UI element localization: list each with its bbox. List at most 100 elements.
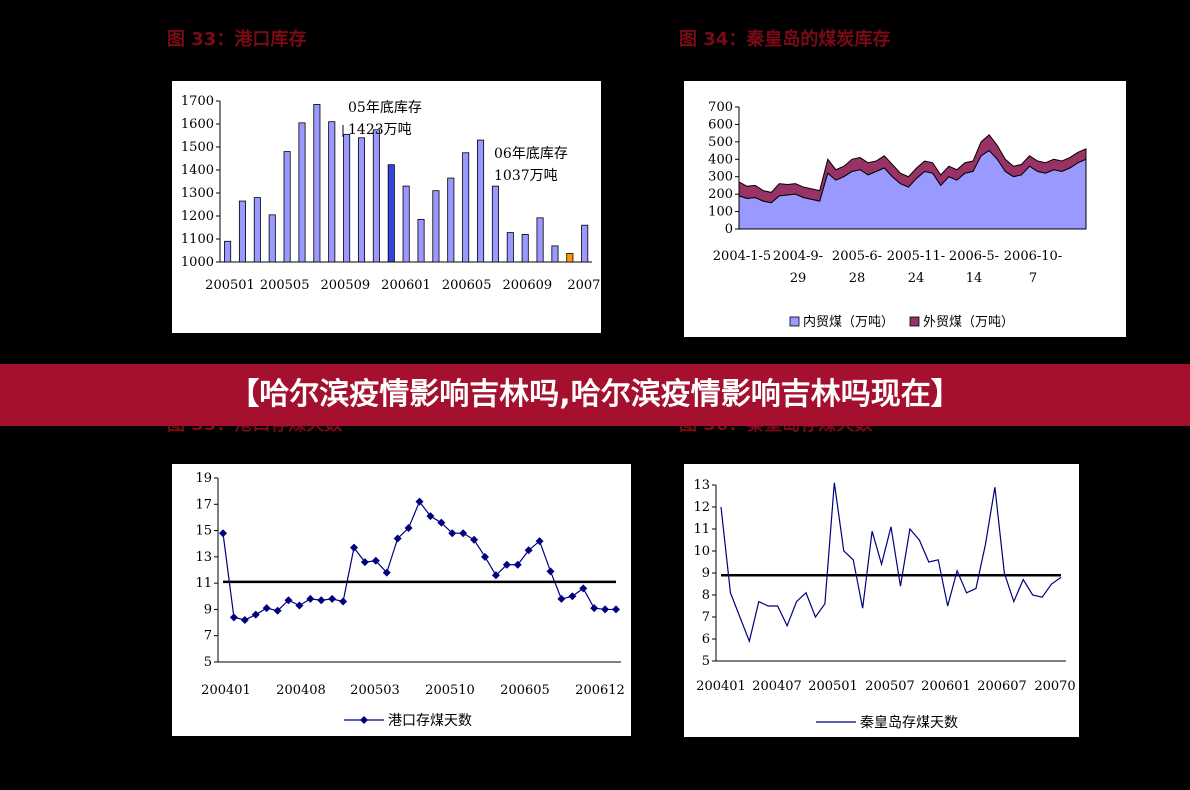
y-tick-label: 1300 xyxy=(181,186,214,201)
x-tick-label: 200609 xyxy=(503,278,553,293)
y-tick-label: 11 xyxy=(195,576,212,591)
y-tick-label: 600 xyxy=(708,117,733,132)
x-tick-label: 200607 xyxy=(977,679,1027,694)
data-point xyxy=(306,594,315,603)
port-inventory-chart: 1700 1600 1500 1400 1300 1200 1100 1000 200501 20… xyxy=(172,81,601,333)
data-point xyxy=(524,546,533,555)
figure-33-title: 图 33：港口库存 xyxy=(167,29,307,50)
y-tick-label: 500 xyxy=(708,135,733,150)
bar xyxy=(387,164,395,263)
y-tick-label: 5 xyxy=(702,654,710,669)
data-point xyxy=(415,497,424,506)
bar xyxy=(506,232,514,263)
y-tick-label: 17 xyxy=(195,497,212,512)
data-point xyxy=(371,556,380,565)
headline-banner: 【哈尔滨疫情影响吉林吗,哈尔滨疫情影响吉林吗现在】 xyxy=(0,364,1190,426)
legend-swatch xyxy=(789,316,800,327)
y-tick-label: 1400 xyxy=(181,163,214,178)
y-tick-label: 7 xyxy=(702,610,710,625)
data-point xyxy=(568,592,577,601)
x-tick-label-line1: 2006-5- xyxy=(949,249,999,264)
data-point xyxy=(251,610,260,619)
bar xyxy=(432,190,440,263)
bar xyxy=(417,219,425,263)
x-tick-label: 200507 xyxy=(865,679,915,694)
data-point xyxy=(350,543,358,552)
y-tick-label: 1200 xyxy=(181,209,214,224)
data-point xyxy=(240,615,249,624)
y-tick-label: 15 xyxy=(195,524,212,539)
data-point xyxy=(590,604,599,613)
bar xyxy=(566,253,574,263)
bar xyxy=(447,177,455,263)
data-point xyxy=(491,571,500,580)
y-tick-label: 11 xyxy=(693,522,710,537)
bar xyxy=(253,197,261,263)
data-point xyxy=(360,558,369,567)
data-point xyxy=(382,568,391,577)
data-point xyxy=(295,601,304,610)
x-tick-label: 200503 xyxy=(350,683,400,698)
legend-marker xyxy=(360,716,368,724)
qhd-inventory-chart: 700 600 500 400 300 200 100 0 2004-1-5 2004-9- 29 2… xyxy=(684,81,1126,337)
data-point xyxy=(262,604,271,613)
data-point xyxy=(481,552,489,561)
figure-34-title: 图 34：秦皇岛的煤炭库存 xyxy=(679,29,891,50)
data-point xyxy=(459,529,468,538)
data-point xyxy=(273,606,282,615)
data-point xyxy=(426,512,435,521)
x-tick-label: 200605 xyxy=(500,683,550,698)
data-point xyxy=(328,594,337,603)
x-tick-label: 200509 xyxy=(321,278,371,293)
x-tick-label: 200601 xyxy=(921,679,971,694)
y-tick-label: 300 xyxy=(708,170,733,185)
data-point xyxy=(612,605,620,614)
x-tick-label: 200510 xyxy=(425,683,475,698)
x-tick-label-line1: 2004-9- xyxy=(773,249,823,264)
y-tick-label: 12 xyxy=(693,500,710,515)
annotation-06-line1: 06年底库存 xyxy=(494,146,568,162)
y-tick-label: 9 xyxy=(204,602,212,617)
x-tick-label: 200501 xyxy=(808,679,858,694)
bar xyxy=(372,129,380,263)
x-tick-label: 200401 xyxy=(201,683,251,698)
bar xyxy=(357,137,366,263)
area-domestic-trade-coal xyxy=(738,149,1087,230)
bar xyxy=(551,245,559,263)
legend-label: 外贸煤（万吨） xyxy=(923,315,1014,330)
bar xyxy=(462,152,470,263)
y-tick-label: 13 xyxy=(195,550,212,565)
bar xyxy=(328,121,336,263)
legend-swatch xyxy=(909,316,920,327)
annotation-06-line2: 1037万吨 xyxy=(494,168,558,184)
qhd-days-chart: 13 12 11 10 9 8 7 6 5 200401 200407 200501 200507 200… xyxy=(684,464,1079,737)
x-tick-label: 20070 xyxy=(1034,679,1075,694)
data-point xyxy=(579,584,588,593)
y-tick-label: 0 xyxy=(725,222,733,237)
port-inventory-svg: 1700 1600 1500 1400 1300 1200 1100 1000 200501 20… xyxy=(181,94,601,293)
bar xyxy=(521,233,529,263)
bar xyxy=(536,217,544,263)
y-tick-label: 13 xyxy=(693,478,710,493)
y-tick-label: 700 xyxy=(708,100,733,115)
y-tick-label: 10 xyxy=(693,544,710,559)
y-tick-label: 200 xyxy=(708,187,733,202)
x-tick-label-line2: 24 xyxy=(908,271,925,286)
y-tick-label: 1600 xyxy=(181,117,214,132)
x-tick-label-line1: 2006-10- xyxy=(1004,249,1062,264)
data-point xyxy=(219,529,227,538)
bar xyxy=(343,133,351,263)
port-days-svg: 19 17 15 13 11 9 7 5 200401 200408 200503 200510 200… xyxy=(195,471,624,729)
x-tick-label: 200605 xyxy=(442,278,492,293)
x-tick-label: 200407 xyxy=(752,679,802,694)
data-point xyxy=(601,605,610,614)
legend-label: 港口存煤天数 xyxy=(388,713,472,729)
x-tick-label-line1: 2005-6- xyxy=(832,249,882,264)
bar xyxy=(491,185,499,263)
x-tick-label-line2: 28 xyxy=(849,271,866,286)
x-tick-label-line1: 2004-1-5 xyxy=(713,249,771,264)
x-tick-label: 200408 xyxy=(276,683,326,698)
y-tick-label: 400 xyxy=(708,152,733,167)
x-tick-label: 20070 xyxy=(567,278,601,293)
y-tick-label: 1700 xyxy=(181,94,214,109)
